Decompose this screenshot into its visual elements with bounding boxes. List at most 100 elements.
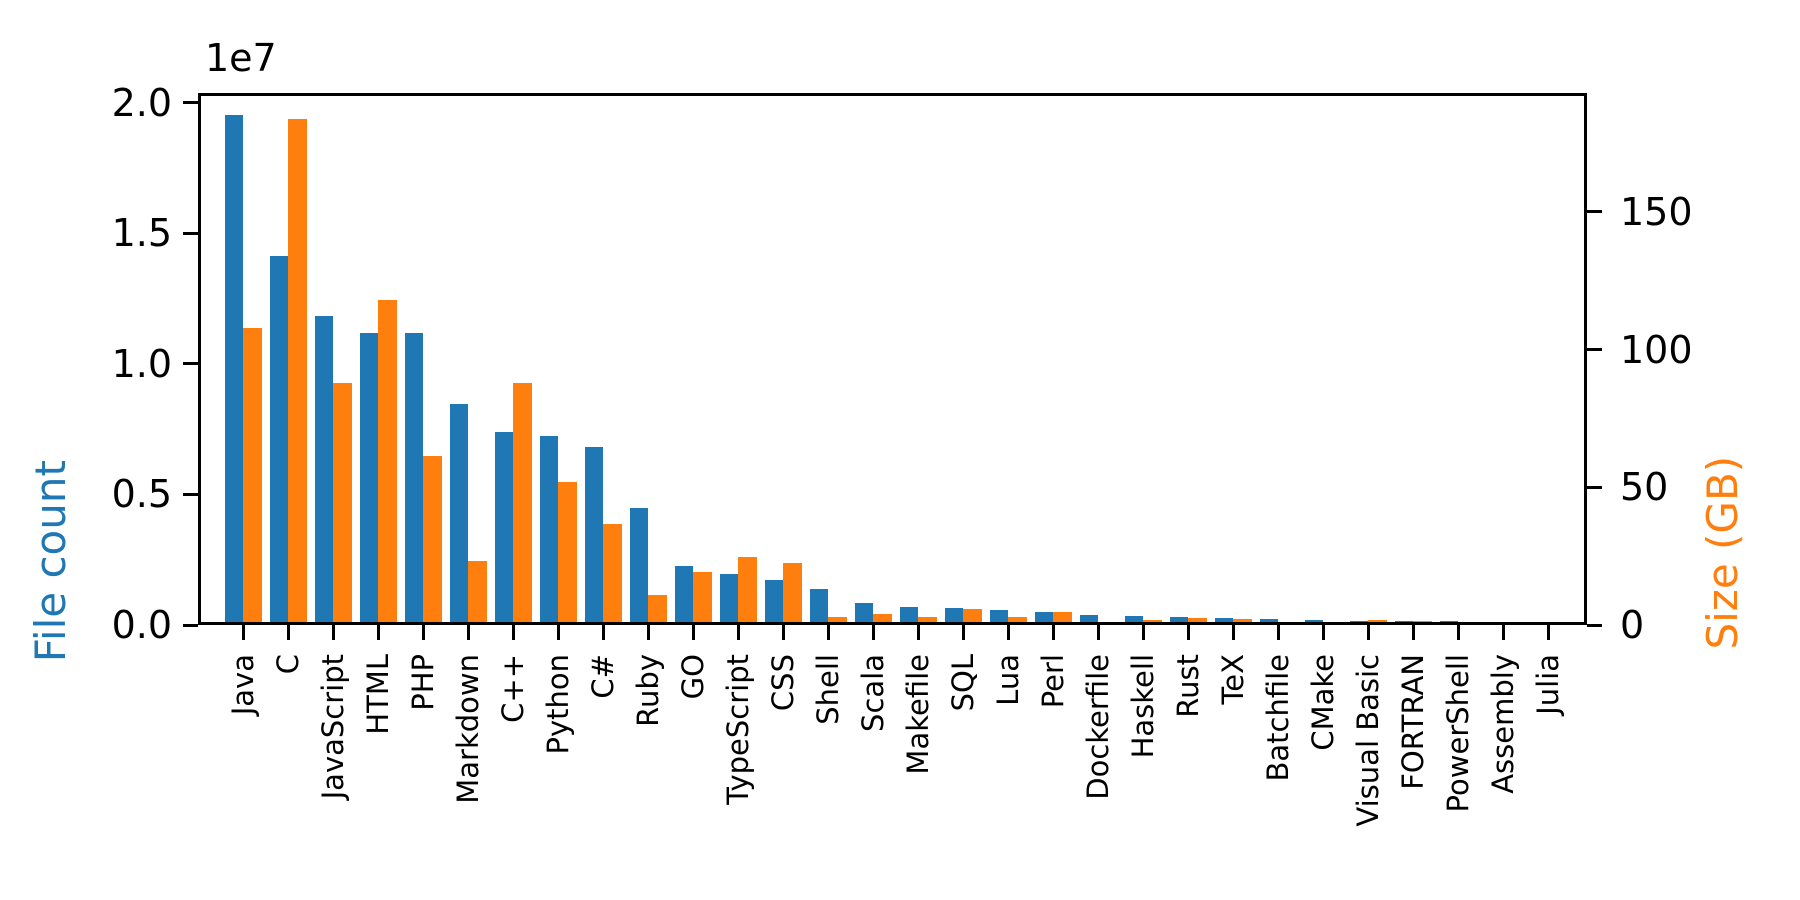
x-tick-label-c: C++ — [491, 654, 535, 900]
x-tick-label-java: Java — [221, 654, 265, 900]
left-y-tick-label-1.5: 1.5 — [111, 211, 172, 256]
x-tick-label-text-c: C++ — [495, 654, 530, 723]
bar-size-ruby — [648, 594, 667, 625]
right-spine — [1584, 93, 1587, 625]
bar-size-scala — [873, 614, 892, 625]
left-spine — [198, 93, 201, 625]
x-tick-label-text-go: GO — [675, 654, 710, 700]
bar-file-count-tex — [1214, 618, 1233, 625]
x-tick-label-text-visual-basic: Visual Basic — [1350, 654, 1385, 827]
x-tick-label-fortran: FORTRAN — [1391, 654, 1435, 900]
x-tick-rust — [1186, 625, 1190, 640]
bar-file-count-typescript — [719, 574, 738, 625]
x-tick-label-text-makefile: Makefile — [900, 654, 935, 775]
right-y-tick-100 — [1587, 348, 1602, 352]
right-y-tick-label-50: 50 — [1620, 465, 1669, 510]
x-tick-html — [376, 625, 380, 640]
x-tick-assembly — [1501, 625, 1505, 640]
bar-file-count-makefile — [899, 607, 918, 625]
bar-file-count-c — [584, 447, 603, 625]
x-tick-makefile — [916, 625, 920, 640]
left-y-tick-label-2.0: 2.0 — [111, 80, 172, 125]
bar-size-go — [693, 571, 712, 625]
x-tick-label-text-sql: SQL — [945, 654, 980, 712]
x-tick-cmake — [1321, 625, 1325, 640]
x-tick-label-text-c: C# — [585, 654, 620, 699]
bar-size-typescript — [738, 557, 757, 625]
x-tick-label-haskell: Haskell — [1121, 654, 1165, 900]
left-y-tick-0.5 — [183, 492, 198, 496]
x-tick-label-shell: Shell — [806, 654, 850, 900]
x-tick-label-text-java: Java — [225, 654, 260, 716]
x-tick-label-text-php: PHP — [405, 654, 440, 711]
right-y-tick-50 — [1587, 485, 1602, 489]
x-tick-label-text-ruby: Ruby — [630, 654, 665, 727]
x-tick-java — [241, 625, 245, 640]
x-tick-fortran — [1411, 625, 1415, 640]
x-tick-label-powershell: PowerShell — [1436, 654, 1480, 900]
x-tick-label-text-typescript: TypeScript — [720, 654, 755, 805]
x-tick-label-text-fortran: FORTRAN — [1395, 654, 1430, 790]
x-tick-label-c: C# — [581, 654, 625, 900]
bar-file-count-haskell — [1124, 616, 1143, 625]
bar-size-java — [243, 328, 262, 625]
x-tick-label-batchfile: Batchfile — [1256, 654, 1300, 900]
x-tick-c — [601, 625, 605, 640]
x-tick-label-text-dockerfile: Dockerfile — [1080, 654, 1115, 800]
x-tick-label-sql: SQL — [941, 654, 985, 900]
x-tick-label-text-python: Python — [540, 654, 575, 755]
x-tick-label-html: HTML — [356, 654, 400, 900]
right-y-tick-label-100: 100 — [1620, 327, 1693, 372]
bar-file-count-python — [539, 436, 558, 625]
x-tick-label-julia: Julia — [1526, 654, 1570, 900]
right-y-tick-label-150: 150 — [1620, 189, 1693, 234]
x-tick-label-rust: Rust — [1166, 654, 1210, 900]
x-tick-label-dockerfile: Dockerfile — [1076, 654, 1120, 900]
x-tick-label-text-tex: TeX — [1215, 654, 1250, 705]
x-tick-batchfile — [1276, 625, 1280, 640]
bar-file-count-batchfile — [1259, 618, 1278, 625]
x-tick-label-assembly: Assembly — [1481, 654, 1525, 900]
bar-file-count-c — [494, 432, 513, 625]
bar-file-count-shell — [809, 588, 828, 625]
x-tick-label-text-batchfile: Batchfile — [1260, 654, 1295, 782]
bar-file-count-java — [224, 114, 243, 625]
bar-size-php — [423, 455, 442, 625]
bar-file-count-dockerfile — [1079, 615, 1098, 625]
bar-size-css — [783, 562, 802, 625]
x-tick-visual-basic — [1366, 625, 1370, 640]
x-tick-label-text-html: HTML — [360, 654, 395, 735]
bar-file-count-scala — [854, 603, 873, 625]
top-spine — [198, 93, 1587, 96]
x-tick-sql — [961, 625, 965, 640]
x-tick-label-text-perl: Perl — [1035, 654, 1070, 709]
bar-file-count-php — [404, 333, 423, 625]
bar-size-rust — [1188, 617, 1207, 625]
left-y-tick-label-1.0: 1.0 — [111, 341, 172, 386]
x-tick-python — [556, 625, 560, 640]
x-tick-go — [691, 625, 695, 640]
right-y-tick-150 — [1587, 210, 1602, 214]
x-tick-label-makefile: Makefile — [896, 654, 940, 900]
x-tick-label-perl: Perl — [1031, 654, 1075, 900]
right-y-tick-label-0: 0 — [1620, 603, 1645, 647]
bar-file-count-perl — [1034, 612, 1053, 625]
left-y-tick-2.0 — [183, 101, 198, 105]
x-tick-haskell — [1141, 625, 1145, 640]
bar-size-markdown — [468, 561, 487, 625]
x-tick-label-visual-basic: Visual Basic — [1346, 654, 1390, 900]
x-tick-c — [286, 625, 290, 640]
bottom-spine — [198, 622, 1587, 625]
x-tick-label-text-lua: Lua — [990, 654, 1025, 706]
y-axis-offset-label: 1e7 — [205, 36, 277, 80]
x-tick-label-scala: Scala — [851, 654, 895, 900]
bar-file-count-markdown — [449, 404, 468, 625]
bar-size-shell — [828, 616, 847, 625]
x-tick-dockerfile — [1096, 625, 1100, 640]
x-tick-label-go: GO — [671, 654, 715, 900]
x-tick-php — [421, 625, 425, 640]
bar-file-count-javascript — [314, 315, 333, 625]
x-tick-label-text-haskell: Haskell — [1125, 654, 1160, 759]
x-tick-label-text-shell: Shell — [810, 654, 845, 725]
